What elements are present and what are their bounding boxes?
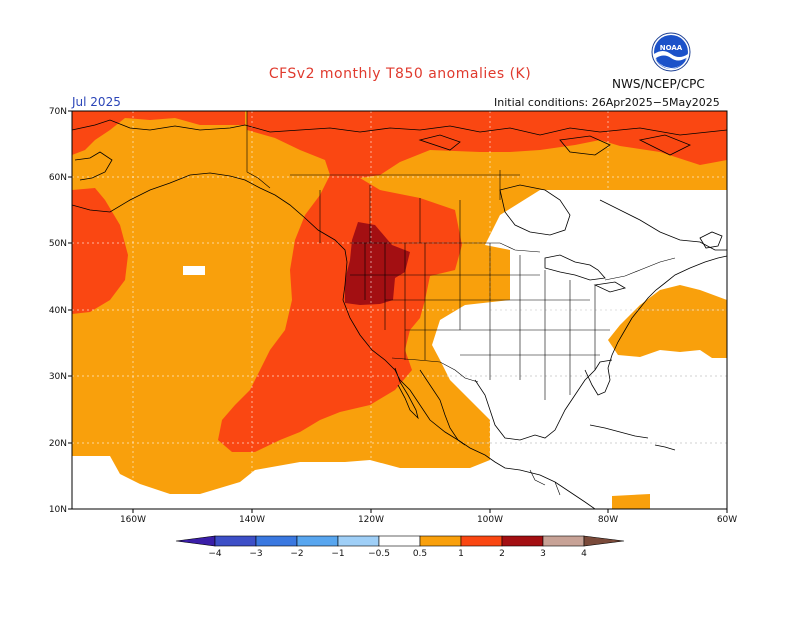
lat-label: 20N: [49, 439, 67, 449]
coastlines: [71, 119, 728, 510]
colorbar: [175, 535, 625, 547]
anomaly-gap: [183, 266, 205, 275]
longitude-labels: 160W 140W 120W 100W 80W 60W: [120, 515, 737, 525]
colorbar-swatch: [583, 535, 625, 547]
anomaly-region-1-2-west: [218, 175, 462, 452]
latitude-labels: 70N 60N 50N 40N 30N 20N 10N: [49, 107, 67, 515]
colorbar-labels: −4 −3 −2 −1 −0.5 0.5 1 2 3 4: [208, 549, 587, 559]
colorbar-label: −0.5: [368, 549, 390, 559]
latitude-axis: [68, 110, 72, 510]
colorbar-swatch: [378, 535, 421, 547]
colorbar-label: 0.5: [413, 549, 427, 559]
colorbar-swatch: [337, 535, 380, 547]
colorbar-label: −2: [290, 549, 303, 559]
colorbar-swatch: [214, 535, 257, 547]
colorbar-swatch: [542, 535, 585, 547]
noaa-logo-icon: NOAA: [651, 32, 691, 72]
map-plot: [71, 110, 728, 510]
borders: [246, 111, 676, 496]
lon-label: 140W: [239, 515, 265, 525]
colorbar-label: −1: [331, 549, 344, 559]
anomaly-region-0-5-1-caribbean: [612, 494, 650, 509]
colorbar-label: 3: [540, 549, 546, 559]
lon-label: 80W: [598, 515, 618, 525]
colorbar-label: 4: [581, 549, 587, 559]
lat-label: 30N: [49, 372, 67, 382]
anomaly-region-1-2-pacific-nw: [72, 188, 128, 314]
lat-label: 60N: [49, 173, 67, 183]
graticule: [72, 111, 727, 509]
lon-label: 160W: [120, 515, 146, 525]
colorbar-label: −3: [249, 549, 262, 559]
chart-title: CFSv2 monthly T850 anomalies (K): [268, 66, 532, 82]
lon-label: 120W: [358, 515, 384, 525]
colorbar-label: 2: [499, 549, 505, 559]
initial-conditions: Initial conditions: 26Apr2025−5May2025: [494, 96, 720, 109]
agency-label: NWS/NCEP/CPC: [612, 77, 705, 91]
colorbar-swatch: [175, 535, 216, 547]
lat-label: 50N: [49, 239, 67, 249]
lat-label: 10N: [49, 505, 67, 515]
lat-label: 40N: [49, 306, 67, 316]
anomaly-region-1-2-north: [247, 111, 727, 178]
lon-label: 100W: [477, 515, 503, 525]
lat-label: 70N: [49, 107, 67, 117]
lon-label: 60W: [717, 515, 737, 525]
colorbar-swatch: [296, 535, 339, 547]
logo-text: NOAA: [660, 44, 683, 52]
colorbar-label: −4: [208, 549, 222, 559]
colorbar-swatch: [460, 535, 503, 547]
anomaly-region-0-5-1-east: [608, 285, 727, 358]
longitude-axis: [132, 509, 728, 513]
colorbar-swatch: [255, 535, 298, 547]
forecast-month: Jul 2025: [72, 95, 121, 109]
colorbar-swatch: [501, 535, 544, 547]
colorbar-label: 1: [458, 549, 464, 559]
colorbar-swatch: [419, 535, 462, 547]
